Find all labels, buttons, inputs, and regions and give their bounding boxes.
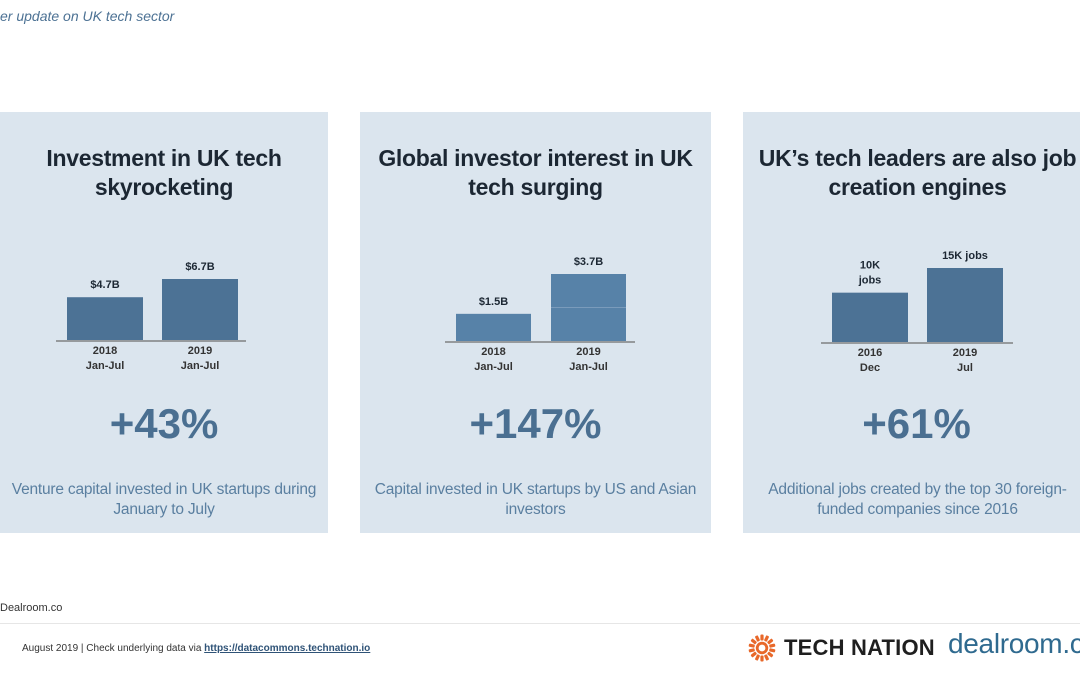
- sun-ray: [767, 651, 774, 658]
- tech-nation-sun-icon: [748, 634, 776, 662]
- panel-title-line1: Global investor interest in UK: [378, 145, 693, 171]
- value-label: $4.7B: [90, 279, 119, 291]
- value-label: 10K: [860, 260, 880, 272]
- bar: [832, 292, 908, 342]
- sun-ray: [764, 654, 769, 661]
- bar: [456, 313, 531, 341]
- tech-nation-logo: TECH NATION: [748, 634, 935, 662]
- category-label: Jul: [957, 362, 973, 374]
- investor-bar-chart: $1.5B 2018 Jan-Jul $3.7B 2019 Jan-Jul: [445, 256, 635, 373]
- sun-ray: [764, 635, 769, 642]
- panel-title-line1: Investment in UK tech: [46, 145, 282, 171]
- sun-ray: [750, 638, 757, 645]
- source-label: Dealroom.co: [0, 602, 63, 614]
- panel-title: Investment in UK tech skyrocketing: [0, 144, 328, 202]
- jobs-bar-chart: 10K jobs 2016 Dec 15K jobs 2019 Jul: [821, 250, 1013, 374]
- sun-ray: [760, 655, 764, 662]
- panel-description-line1: Additional jobs created by the top 30 fo…: [768, 481, 1067, 498]
- investor-interest-panel: Global investor interest in UK tech surg…: [360, 112, 711, 533]
- category-label: 2018: [93, 345, 117, 357]
- investment-panel: Investment in UK tech skyrocketing $4.7B…: [0, 112, 328, 533]
- percent-change: +43%: [109, 400, 219, 447]
- category-label: Jan-Jul: [474, 361, 513, 373]
- panel-description: Additional jobs created by the top 30 fo…: [743, 480, 1080, 520]
- category-label: 2019: [576, 346, 600, 358]
- datacommons-link[interactable]: https://datacommons.technation.io: [204, 643, 371, 654]
- category-label: Dec: [860, 362, 880, 374]
- panel-title: Global investor interest in UK tech surg…: [360, 144, 711, 202]
- sun-ray: [767, 638, 774, 645]
- value-label: 15K jobs: [942, 250, 988, 262]
- sun-ray: [755, 635, 760, 642]
- bar: [927, 268, 1003, 342]
- value-label: jobs: [858, 275, 882, 287]
- sun-ray: [755, 654, 760, 661]
- footer-note: August 2019 | Check underlying data via …: [22, 643, 370, 654]
- job-creation-panel: UK’s tech leaders are also job creation …: [743, 112, 1080, 533]
- panel-description: Venture capital invested in UK startups …: [0, 480, 328, 520]
- panel-title-line2: skyrocketing: [94, 174, 234, 200]
- sun-ray: [748, 648, 755, 653]
- category-label: 2019: [188, 345, 212, 357]
- category-label: Jan-Jul: [86, 360, 125, 372]
- category-label: Jan-Jul: [181, 360, 220, 372]
- dealroom-logo: dealroom.co: [948, 628, 1080, 659]
- sun-ray: [769, 643, 776, 648]
- panel-description-line2: funded companies since 2016: [817, 501, 1018, 518]
- panel-title-line2: creation engines: [828, 174, 1007, 200]
- panel-description-line1: Venture capital invested in UK startups …: [11, 481, 317, 498]
- page-subtitle: er update on UK tech sector: [0, 8, 175, 24]
- sun-ray: [748, 643, 755, 648]
- sun-ray: [750, 651, 757, 658]
- sun-ray: [760, 634, 764, 641]
- panel-description-line1: Capital invested in UK startups by US an…: [374, 481, 697, 498]
- panel-title: UK’s tech leaders are also job creation …: [743, 144, 1080, 202]
- value-label: $6.7B: [185, 261, 214, 273]
- value-label: $3.7B: [574, 256, 603, 268]
- footer-divider: [0, 623, 1080, 624]
- percent-change: +147%: [469, 400, 602, 447]
- sun-ray: [769, 648, 776, 653]
- category-label: Jan-Jul: [569, 361, 608, 373]
- percent-change: +61%: [862, 400, 971, 447]
- investment-bar-chart: $4.7B 2018 Jan-Jul $6.7B 2019 Jan-Jul: [56, 261, 246, 372]
- panel-description-line2: investors: [505, 501, 566, 518]
- footer-note-text: August 2019 | Check underlying data via: [22, 643, 205, 654]
- category-label: 2018: [481, 346, 505, 358]
- bar: [67, 297, 143, 340]
- category-label: 2016: [858, 347, 882, 359]
- bar: [162, 279, 238, 340]
- panel-description-line2: January to July: [113, 501, 215, 518]
- panel-title-line1: UK’s tech leaders are also job: [758, 145, 1077, 171]
- category-label: 2019: [953, 347, 977, 359]
- tech-nation-wordmark: TECH NATION: [784, 635, 935, 660]
- panel-description: Capital invested in UK startups by US an…: [360, 480, 711, 520]
- value-label: $1.5B: [479, 296, 508, 308]
- panel-title-line2: tech surging: [468, 174, 603, 200]
